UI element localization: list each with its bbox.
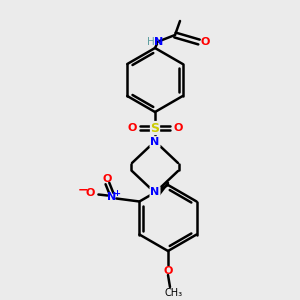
Text: O: O [173, 123, 183, 133]
Text: O: O [103, 173, 112, 184]
Text: N: N [150, 137, 160, 147]
Text: O: O [86, 188, 95, 197]
Text: +: + [113, 189, 120, 198]
Text: N: N [150, 187, 160, 197]
Text: −: − [78, 184, 89, 197]
Text: N: N [154, 37, 164, 47]
Text: O: O [163, 266, 173, 276]
Text: O: O [127, 123, 137, 133]
Text: N: N [107, 193, 116, 202]
Text: O: O [200, 37, 210, 47]
Text: H: H [147, 37, 155, 47]
Text: CH₃: CH₃ [165, 288, 183, 298]
Text: S: S [151, 122, 160, 134]
